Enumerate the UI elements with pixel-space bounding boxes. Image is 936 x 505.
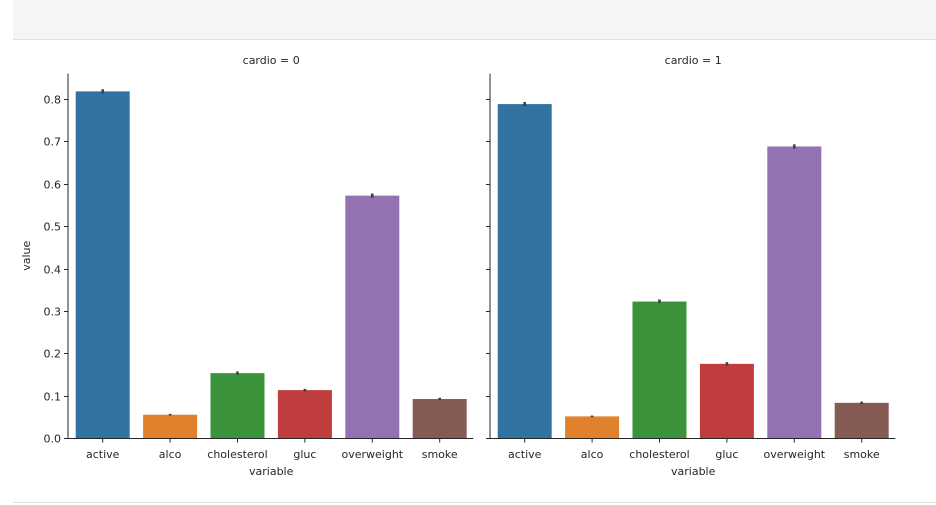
x-tick-label: cholesterol [629,448,689,461]
x-tick-label: overweight [341,448,403,461]
facet-panel-cardio-0: cardio = 0 value variable 0.0 0.1 0.2 0.3 0.… [20,54,474,478]
bar-gluc [699,363,754,438]
x-tick-label: gluc [293,448,316,461]
bar-alco [565,416,620,438]
x-tick-label: gluc [715,448,738,461]
facet-panel-cardio-1: cardio = 1 variable active alco cholestero… [486,54,896,478]
x-tick-label: active [508,448,542,461]
y-tick-label: 0.3 [44,306,62,319]
x-tick-label: active [86,448,120,461]
bar-cholesterol [632,301,687,438]
x-tick-label: cholesterol [207,448,267,461]
panel-title: cardio = 0 [243,54,300,67]
bar-smoke [834,402,889,438]
x-tick-label: overweight [763,448,825,461]
bar-overweight [345,195,400,438]
x-tick-label: smoke [422,448,458,461]
y-tick-label: 0.4 [44,264,62,277]
bar-overweight [767,146,822,438]
x-axis-label: variable [671,465,716,478]
notebook-cell-top [13,0,936,40]
y-tick-label: 0.0 [44,433,62,446]
y-axis-label: value [20,241,33,271]
x-axis-label: variable [249,465,294,478]
cell-divider [13,502,936,503]
y-tick-label: 0.8 [44,94,62,107]
bar-smoke [412,399,467,438]
bar-alco [143,414,198,438]
y-tick-label: 0.1 [44,391,62,404]
x-tick-label: alco [159,448,182,461]
faceted-bar-chart: cardio = 0 value variable 0.0 0.1 0.2 0.3 0.… [20,54,896,478]
panel-title: cardio = 1 [665,54,722,67]
bar-active [75,91,130,438]
y-tick-label: 0.5 [44,221,62,234]
y-tick-label: 0.7 [44,136,62,149]
y-tick-label: 0.6 [44,179,62,192]
x-tick-label: smoke [844,448,880,461]
x-tick-label: alco [581,448,604,461]
y-tick-label: 0.2 [44,348,62,361]
bar-active [497,104,552,439]
bar-cholesterol [210,373,265,438]
bar-gluc [277,390,332,438]
